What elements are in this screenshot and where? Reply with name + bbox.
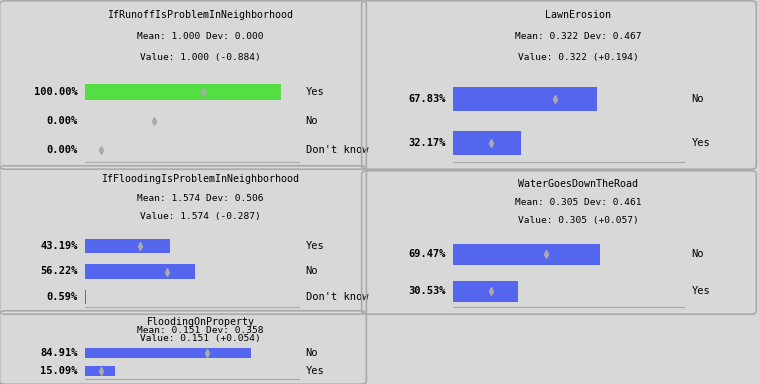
Bar [453, 87, 597, 111]
Bar [453, 244, 680, 265]
Text: Yes: Yes [306, 241, 324, 251]
Text: 43.19%: 43.19% [40, 241, 78, 251]
Bar [453, 281, 518, 302]
Bar [453, 131, 521, 155]
Bar [85, 239, 170, 253]
Text: IfFloodingIsProblemInNeighborhood: IfFloodingIsProblemInNeighborhood [102, 174, 300, 184]
Bar [85, 113, 295, 129]
Text: 69.47%: 69.47% [408, 249, 446, 259]
Bar [453, 131, 680, 155]
Text: Don't know: Don't know [306, 145, 368, 156]
Bar [85, 265, 295, 278]
Bar [453, 87, 680, 111]
Text: Value: 1.000 (-0.884): Value: 1.000 (-0.884) [140, 53, 261, 62]
Text: Mean: 0.322 Dev: 0.467: Mean: 0.322 Dev: 0.467 [515, 32, 641, 41]
Bar [453, 244, 600, 265]
Text: Yes: Yes [691, 138, 710, 148]
Text: 32.17%: 32.17% [408, 138, 446, 148]
Text: No: No [306, 266, 318, 276]
Text: 0.00%: 0.00% [47, 116, 78, 126]
Text: Value: 0.322 (+0.194): Value: 0.322 (+0.194) [518, 53, 638, 62]
Bar [85, 348, 295, 358]
Text: 56.22%: 56.22% [40, 266, 78, 276]
Text: No: No [691, 249, 704, 259]
Text: No: No [691, 94, 704, 104]
Text: 0.00%: 0.00% [47, 145, 78, 156]
Text: 30.53%: 30.53% [408, 286, 446, 296]
Text: No: No [306, 116, 318, 126]
Bar [453, 281, 680, 302]
Text: Mean: 1.574 Dev: 0.506: Mean: 1.574 Dev: 0.506 [137, 194, 263, 203]
Text: 84.91%: 84.91% [40, 348, 78, 358]
Text: Value: 1.574 (-0.287): Value: 1.574 (-0.287) [140, 212, 261, 221]
Text: 67.83%: 67.83% [408, 94, 446, 104]
Text: 0.59%: 0.59% [47, 292, 78, 302]
Text: Yes: Yes [306, 366, 324, 376]
Text: Don't know: Don't know [306, 292, 368, 302]
Bar [85, 366, 115, 376]
Text: WaterGoesDownTheRoad: WaterGoesDownTheRoad [518, 179, 638, 189]
Text: 15.09%: 15.09% [40, 366, 78, 376]
Text: Mean: 0.305 Dev: 0.461: Mean: 0.305 Dev: 0.461 [515, 198, 641, 207]
Text: Yes: Yes [691, 286, 710, 296]
Text: Mean: 1.000 Dev: 0.000: Mean: 1.000 Dev: 0.000 [137, 32, 263, 41]
Bar [85, 239, 295, 253]
Text: No: No [306, 348, 318, 358]
Bar [85, 84, 295, 100]
Bar [85, 265, 195, 278]
Bar [85, 84, 281, 100]
Text: Yes: Yes [306, 87, 324, 97]
Text: Mean: 0.151 Dev: 0.358: Mean: 0.151 Dev: 0.358 [137, 326, 263, 335]
Bar [85, 366, 295, 376]
Text: FloodingOnProperty: FloodingOnProperty [146, 317, 254, 327]
Text: IfRunoffIsProblemInNeighborhood: IfRunoffIsProblemInNeighborhood [108, 10, 294, 20]
Text: LawnErosion: LawnErosion [545, 10, 611, 20]
Text: Value: 0.151 (+0.054): Value: 0.151 (+0.054) [140, 334, 261, 344]
Bar [85, 290, 295, 304]
Bar [85, 142, 295, 159]
Text: 100.00%: 100.00% [34, 87, 78, 97]
Text: Value: 0.305 (+0.057): Value: 0.305 (+0.057) [518, 215, 638, 225]
Bar [85, 348, 251, 358]
Bar [85, 290, 87, 304]
